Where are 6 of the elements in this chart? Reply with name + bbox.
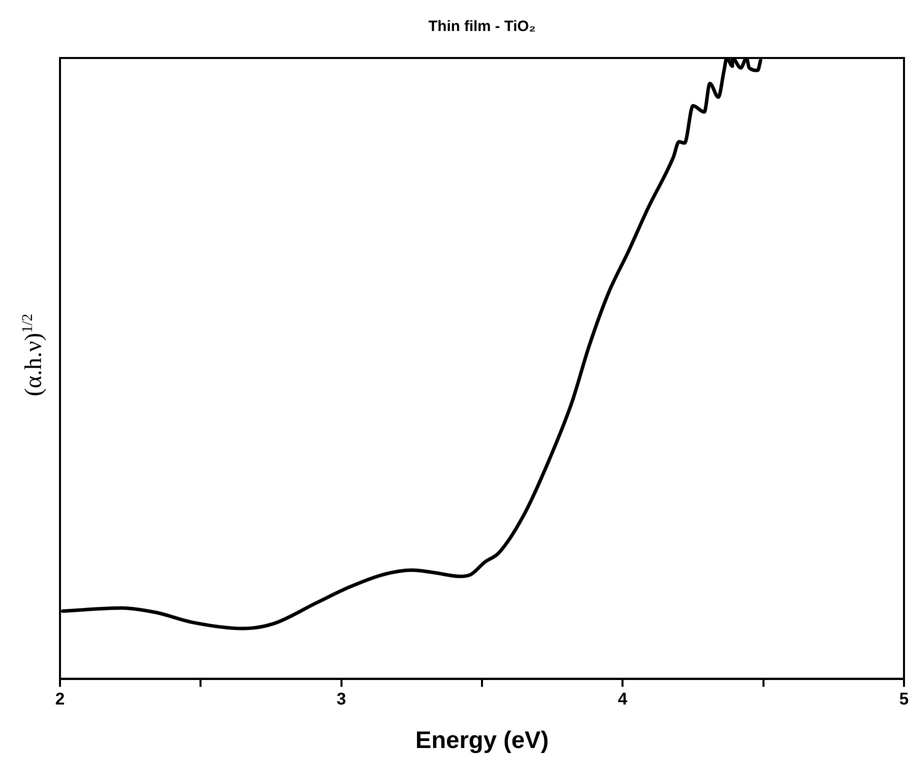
x-tick-label: 3 <box>336 690 346 709</box>
chart-title: Thin film - TiO₂ <box>428 18 536 36</box>
x-tick-label: 5 <box>899 690 909 709</box>
x-tick-label: 4 <box>618 690 628 709</box>
x-axis-title: Energy (eV) <box>415 727 549 754</box>
x-tick-label: 2 <box>55 690 65 709</box>
